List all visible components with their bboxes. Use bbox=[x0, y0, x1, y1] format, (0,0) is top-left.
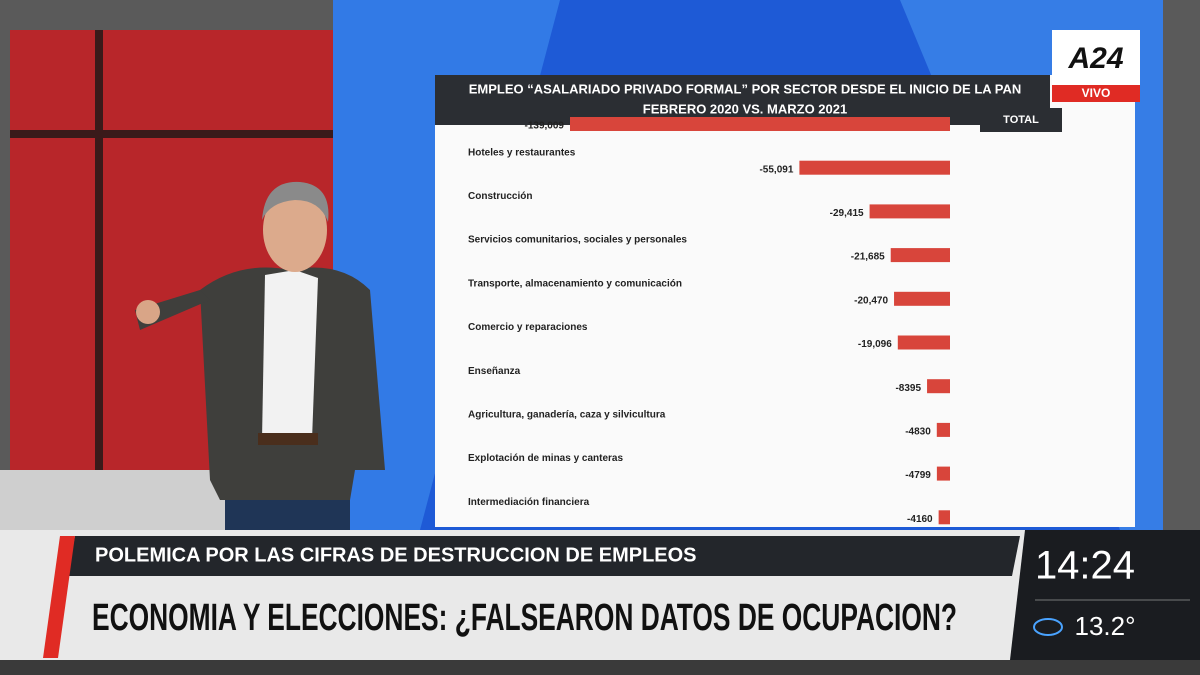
value-label: -4830 bbox=[905, 427, 931, 438]
category-label: Explotación de minas y canteras bbox=[468, 453, 623, 464]
clock-time: 14:24 bbox=[1035, 544, 1135, 588]
bar bbox=[936, 466, 950, 481]
value-label: -55,091 bbox=[759, 164, 793, 175]
chart-subtitle: FEBRERO 2020 VS. MARZO 2021 bbox=[643, 101, 847, 116]
bar bbox=[936, 422, 950, 437]
logo-text: A24 bbox=[1067, 42, 1123, 75]
value-label: -4160 bbox=[907, 514, 933, 525]
value-label: -139,009 bbox=[525, 121, 565, 132]
category-label: Servicios comunitarios, sociales y perso… bbox=[468, 235, 687, 246]
value-label: -8395 bbox=[895, 383, 921, 394]
bar bbox=[938, 510, 950, 525]
bar bbox=[570, 117, 950, 131]
chart-title-bar bbox=[435, 75, 1050, 125]
shirt bbox=[262, 270, 318, 440]
category-label: Agricultura, ganadería, caza y silvicult… bbox=[468, 410, 666, 421]
category-label: Intermediación financiera bbox=[468, 497, 590, 508]
value-label: -4799 bbox=[905, 470, 931, 481]
value-label: -21,685 bbox=[851, 252, 885, 263]
category-label: Comercio y reparaciones bbox=[468, 322, 588, 333]
chart-title: EMPLEO “ASALARIADO PRIVADO FORMAL” POR S… bbox=[469, 81, 1022, 96]
category-label: Construcción bbox=[468, 191, 532, 202]
panel-frame bbox=[10, 130, 340, 138]
category-label: TOTAL bbox=[1003, 114, 1039, 126]
bar bbox=[799, 160, 950, 175]
category-label: Hoteles y restaurantes bbox=[468, 147, 576, 158]
bar bbox=[927, 379, 950, 394]
head bbox=[263, 188, 327, 272]
category-label: Enseñanza bbox=[468, 366, 521, 377]
clock-box bbox=[1010, 530, 1200, 660]
category-box bbox=[980, 108, 1062, 132]
temperature: 13.2° bbox=[1074, 611, 1135, 641]
panel-frame bbox=[95, 30, 103, 490]
chart-panel bbox=[435, 75, 1135, 527]
bar bbox=[897, 335, 950, 350]
badge-box bbox=[1052, 85, 1140, 102]
badge-text: VIVO bbox=[1082, 86, 1111, 100]
accent bbox=[43, 536, 75, 658]
lower-strip bbox=[0, 660, 1200, 675]
belt bbox=[258, 433, 318, 445]
weather-icon bbox=[1033, 618, 1063, 636]
hair bbox=[262, 181, 329, 222]
bar bbox=[869, 204, 950, 219]
category-label: Transporte, almacenamiento y comunicació… bbox=[468, 278, 682, 289]
bars: -139,009 TOTAL -55,091 Hoteles y restaurant… bbox=[468, 108, 1062, 525]
value-label: -20,470 bbox=[854, 295, 888, 306]
value-label: -19,096 bbox=[858, 339, 892, 350]
value-label: -29,415 bbox=[830, 208, 864, 219]
kicker-bar bbox=[67, 536, 1020, 576]
headline: ECONOMIA Y ELECCIONES: ¿FALSEARON DATOS … bbox=[92, 597, 957, 639]
hand bbox=[136, 300, 160, 324]
kicker: POLEMICA POR LAS CIFRAS DE DESTRUCCION D… bbox=[95, 544, 697, 566]
bar bbox=[890, 248, 950, 263]
bar bbox=[894, 291, 950, 306]
